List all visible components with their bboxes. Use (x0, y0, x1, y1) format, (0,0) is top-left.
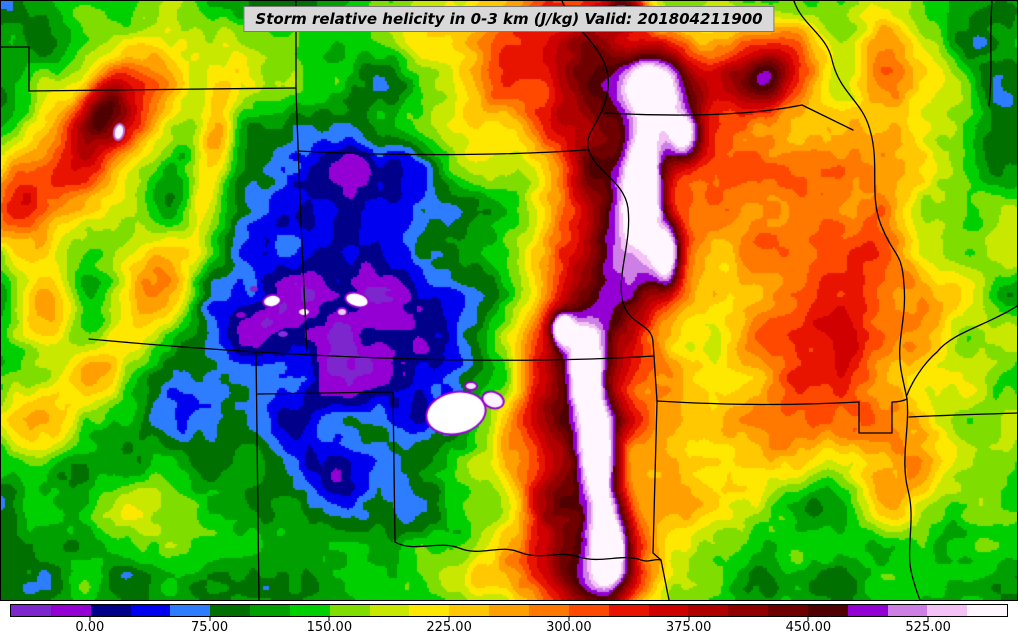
colorbar-tick (927, 617, 929, 621)
colorbar-segment (648, 605, 689, 616)
colorbar-segment (11, 605, 51, 616)
colorbar-tick (328, 617, 330, 621)
colorbar-segment (210, 605, 251, 616)
colorbar-segment (568, 605, 609, 616)
colorbar-segment (967, 605, 1008, 616)
colorbar-segment (50, 605, 91, 616)
colorbar-wrap: 0.00 75.00 150.00 225.00 300.00 375.00 450.00 5… (10, 604, 1008, 633)
colorbar-tick-label: 150.00 (306, 620, 353, 633)
helicity-field-canvas (1, 1, 1017, 600)
colorbar-tick-label: 300.00 (546, 620, 592, 633)
colorbar-segment (409, 605, 450, 616)
colorbar-segment (728, 605, 769, 616)
colorbar-tick (209, 617, 211, 621)
colorbar-tick (688, 617, 690, 621)
colorbar-segment (887, 605, 928, 616)
colorbar-ticks: 0.00 75.00 150.00 225.00 300.00 375.00 450.00 5… (10, 617, 1008, 633)
colorbar-tick-label: 450.00 (785, 620, 832, 633)
colorbar-segment (927, 605, 968, 616)
colorbar-tick (89, 617, 91, 621)
map-title: Storm relative helicity in 0-3 km (J/kg)… (243, 6, 775, 32)
colorbar-segment (688, 605, 729, 616)
colorbar-tick-label: 75.00 (190, 620, 229, 633)
map-area: Storm relative helicity in 0-3 km (J/kg)… (0, 0, 1018, 601)
colorbar-segment (130, 605, 171, 616)
colorbar-segment (847, 605, 888, 616)
colorbar-segment (768, 605, 808, 616)
colorbar-tick-label: 225.00 (426, 620, 472, 633)
colorbar-tick-label: 0.00 (75, 620, 105, 633)
colorbar-segment (329, 605, 370, 616)
colorbar-segment (90, 605, 131, 616)
colorbar-segment (170, 605, 211, 616)
colorbar-segment (489, 605, 529, 616)
colorbar-segment (528, 605, 569, 616)
colorbar-tick (448, 617, 450, 621)
colorbar-segment (250, 605, 290, 616)
colorbar-tick-label: 375.00 (665, 620, 712, 633)
colorbar-tick (807, 617, 809, 621)
colorbar-tick (568, 617, 570, 621)
colorbar (10, 604, 1008, 617)
colorbar-tick-label: 525.00 (905, 620, 951, 633)
colorbar-segment (289, 605, 330, 616)
colorbar-segment (608, 605, 649, 616)
colorbar-segment (807, 605, 848, 616)
colorbar-segment (449, 605, 490, 616)
colorbar-segment (369, 605, 410, 616)
